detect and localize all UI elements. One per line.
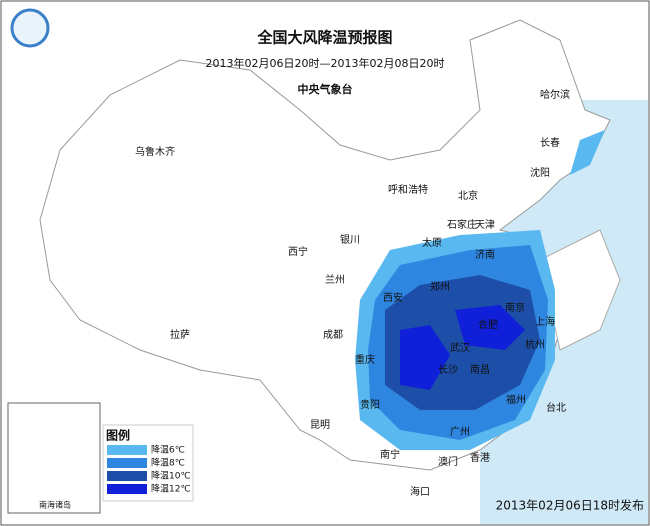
city-label: 澳门 [438,455,458,468]
city-label: 长沙 [438,364,458,376]
cooling-zones [355,130,605,450]
title: 全国大风降温预报图 [256,29,392,47]
city-label: 太原 [422,236,442,249]
city-label: 福州 [506,393,526,406]
issuer: 中央气象台 [298,82,353,96]
city-label: 呼和浩特 [388,184,428,196]
city-label: 昆明 [310,419,330,431]
legend-swatch [107,445,147,455]
city-label: 天津 [475,219,495,231]
city-label: 银川 [340,233,360,246]
legend-swatch [107,458,147,468]
city-label: 杭州 [525,338,545,351]
legend-swatch [107,471,147,481]
legend-label: 降温6℃ [151,444,185,456]
city-label: 贵阳 [360,398,380,411]
city-label: 乌鲁木齐 [135,145,175,158]
inset-label: 南海诸岛 [39,500,71,510]
release: 2013年02月06日18时发布 [496,498,644,513]
city-label: 西安 [383,291,403,304]
city-label: 兰州 [325,273,345,286]
legend-label: 降温12℃ [151,483,191,495]
city-label: 石家庄 [447,218,477,231]
city-label: 南宁 [380,448,400,461]
city-label: 南京 [505,301,525,314]
inset [7,402,101,514]
city-label: 武汉 [450,341,470,354]
city-label: 香港 [470,452,490,464]
city-label: 济南 [475,248,495,261]
legend-label: 降温8℃ [151,457,185,469]
city-label: 广州 [450,426,470,438]
legend-label: 降温10℃ [151,470,191,482]
city-label: 拉萨 [170,328,190,341]
city-label: 台北 [546,401,566,414]
legend-swatch [107,484,147,494]
city-label: 上海 [535,315,555,328]
city-label: 北京 [458,189,478,202]
period: 2013年02月06日20时—2013年02月08日20时 [206,56,445,70]
city-label: 沈阳 [530,166,550,179]
city-label: 郑州 [430,280,450,293]
city-label: 长春 [540,137,560,149]
city-label: 南昌 [470,363,490,376]
city-label: 合肥 [478,318,498,331]
city-label: 重庆 [355,353,375,366]
city-label: 西宁 [288,245,308,258]
logo [10,8,50,48]
city-label: 成都 [323,329,343,341]
city-label: 海口 [410,485,430,498]
city-label: 哈尔滨 [540,88,570,101]
korea [539,229,621,351]
legend-title: 图例 [106,428,130,443]
